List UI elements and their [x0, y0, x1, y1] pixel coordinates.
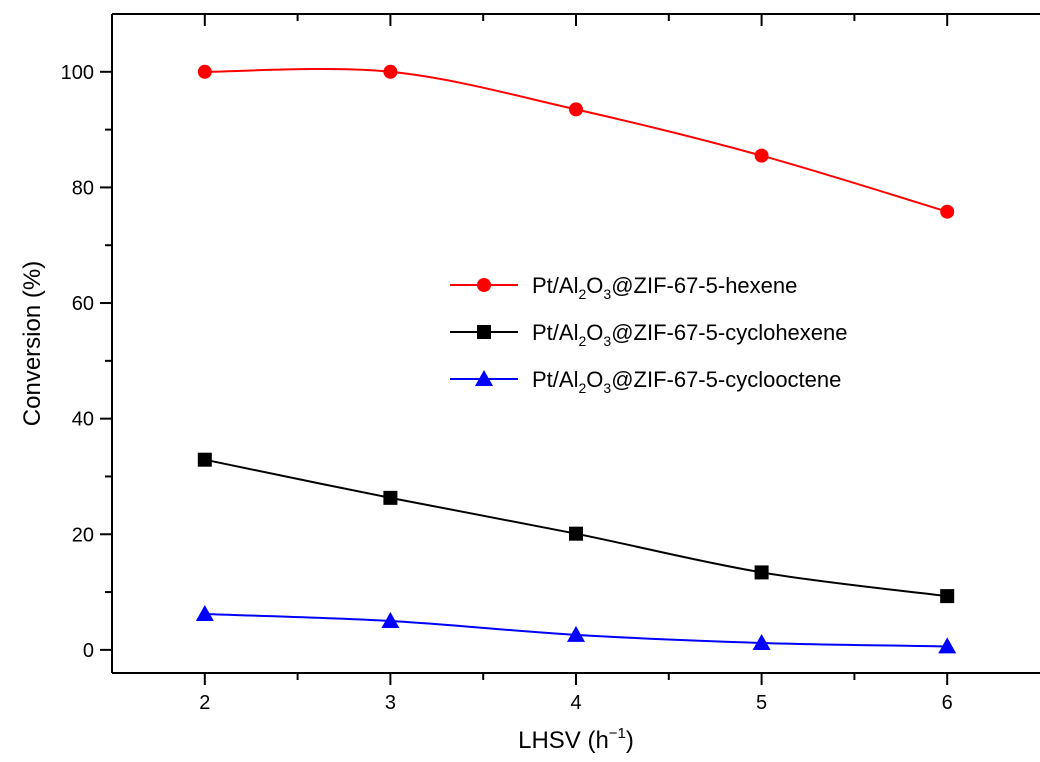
legend-item: Pt/Al2O3@ZIF-67-5-cyclooctene	[450, 367, 841, 396]
legend-item: Pt/Al2O3@ZIF-67-5-hexene	[450, 273, 797, 302]
x-tick-label: 4	[570, 692, 581, 714]
x-tick-label: 3	[385, 692, 396, 714]
x-tick-label: 2	[199, 692, 210, 714]
y-tick-label: 0	[83, 640, 94, 662]
series-layer	[195, 64, 957, 654]
legend-label: Pt/Al2O3@ZIF-67-5-cyclohexene	[532, 320, 848, 349]
series-square	[197, 452, 955, 604]
series-triangle	[195, 605, 957, 654]
axis-titles: LHSV (h−1) Conversion (%)	[19, 261, 634, 754]
x-tick-label: 5	[756, 692, 767, 714]
data-point	[197, 452, 212, 467]
legend-marker	[475, 370, 493, 386]
data-point	[754, 148, 769, 163]
data-point	[938, 637, 957, 654]
legend-label: Pt/Al2O3@ZIF-67-5-hexene	[532, 273, 797, 302]
legend-marker	[477, 278, 491, 292]
x-tick-label: 6	[942, 692, 953, 714]
y-axis-title: Conversion (%)	[19, 261, 46, 426]
data-point	[383, 64, 398, 79]
data-point	[197, 64, 212, 79]
data-point	[752, 633, 771, 650]
x-axis-title: LHSV (h−1)	[518, 725, 634, 754]
legend-label: Pt/Al2O3@ZIF-67-5-cyclooctene	[532, 367, 841, 396]
data-point	[569, 526, 583, 541]
data-point	[381, 611, 400, 628]
y-tick-label: 40	[72, 409, 94, 431]
legend-marker	[477, 325, 491, 339]
data-point	[940, 204, 955, 219]
series-circle	[197, 64, 955, 219]
legend-item: Pt/Al2O3@ZIF-67-5-cyclohexene	[450, 320, 848, 349]
legend: Pt/Al2O3@ZIF-67-5-hexene Pt/Al2O3@ZIF-67-…	[450, 273, 848, 396]
data-point	[567, 625, 585, 642]
y-tick-label: 80	[72, 177, 94, 199]
y-tick-label: 20	[72, 524, 94, 546]
data-point	[569, 102, 583, 117]
y-tick-label: 60	[72, 293, 94, 315]
y-tick-label: 100	[61, 62, 94, 84]
data-point	[383, 490, 398, 505]
series-line	[204, 68, 948, 213]
data-point	[754, 565, 769, 580]
data-point	[195, 605, 214, 622]
data-point	[940, 589, 955, 604]
